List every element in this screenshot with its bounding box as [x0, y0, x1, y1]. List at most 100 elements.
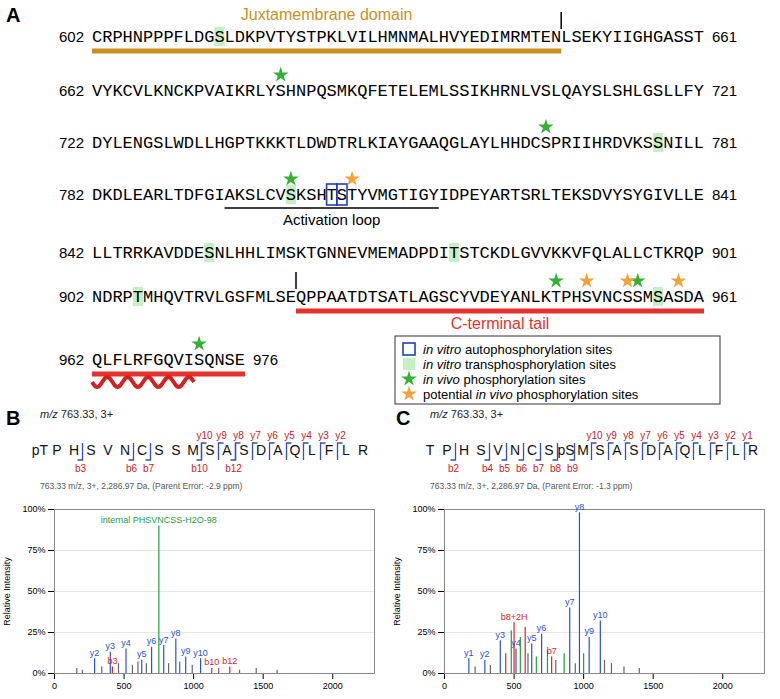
svg-text:pT: pT: [32, 442, 49, 458]
svg-text:Y: Y: [102, 82, 112, 101]
svg-text:Q: Q: [439, 134, 449, 153]
svg-text:T: T: [327, 186, 337, 205]
svg-text:F: F: [112, 351, 122, 370]
svg-text:y6: y6: [657, 430, 668, 441]
svg-text:F: F: [367, 82, 377, 101]
svg-text:C: C: [123, 82, 133, 101]
svg-text:R: R: [245, 82, 255, 101]
svg-text:L: L: [123, 186, 133, 205]
svg-text:N: N: [133, 134, 143, 153]
svg-text:S: S: [622, 186, 632, 205]
svg-text:N: N: [337, 244, 347, 263]
svg-text:E: E: [194, 244, 204, 263]
svg-text:y7: y7: [640, 430, 651, 441]
svg-text:S: S: [205, 442, 214, 458]
svg-text:D: D: [429, 244, 439, 263]
svg-text:S: S: [449, 82, 459, 101]
svg-text:0: 0: [442, 681, 447, 691]
svg-text:782: 782: [59, 186, 84, 203]
svg-text:N: N: [510, 82, 520, 101]
svg-text:E: E: [235, 351, 245, 370]
svg-text:R: R: [673, 244, 683, 263]
svg-text:S: S: [673, 28, 683, 47]
svg-text:976: 976: [253, 351, 278, 368]
svg-text:G: G: [143, 134, 153, 153]
svg-text:L: L: [551, 82, 561, 101]
svg-text:B: B: [6, 407, 20, 429]
svg-text:S: S: [544, 442, 553, 458]
svg-text:0: 0: [52, 681, 57, 691]
svg-text:L: L: [673, 186, 683, 205]
svg-text:S: S: [653, 82, 663, 101]
svg-text:I: I: [612, 28, 622, 47]
svg-text:y2: y2: [90, 648, 100, 658]
svg-text:N: N: [214, 351, 224, 370]
svg-text:A: A: [273, 442, 283, 458]
svg-text:Y: Y: [398, 134, 408, 153]
svg-text:D: D: [480, 288, 490, 307]
svg-text:661: 661: [712, 28, 737, 45]
svg-text:G: G: [653, 28, 663, 47]
svg-text:P: P: [52, 442, 61, 458]
svg-text:P: P: [306, 82, 316, 101]
svg-text:L: L: [663, 82, 673, 101]
svg-text:G: G: [225, 288, 235, 307]
svg-text:S: S: [582, 186, 592, 205]
svg-text:S: S: [541, 82, 551, 101]
svg-text:b7: b7: [533, 463, 545, 474]
svg-text:N: N: [133, 28, 143, 47]
svg-text:Y: Y: [602, 28, 612, 47]
svg-text:L: L: [622, 244, 632, 263]
svg-text:Y: Y: [459, 28, 469, 47]
svg-text:N: N: [602, 288, 612, 307]
svg-text:L: L: [439, 82, 449, 101]
svg-text:C: C: [531, 134, 541, 153]
svg-text:y1: y1: [464, 648, 474, 658]
svg-text:100%: 100%: [22, 504, 45, 514]
svg-text:C: C: [265, 186, 275, 205]
svg-text:I: I: [439, 244, 449, 263]
svg-text:C: C: [137, 442, 147, 458]
svg-text:potential in vivo phosphorylat: potential in vivo phosphorylation sites: [423, 387, 639, 402]
svg-text:C: C: [449, 288, 459, 307]
svg-text:S: S: [592, 82, 602, 101]
svg-text:S: S: [194, 351, 204, 370]
svg-text:S: S: [612, 82, 622, 101]
svg-text:y10: y10: [196, 430, 213, 441]
svg-text:842: 842: [59, 244, 84, 261]
svg-text:S: S: [296, 28, 306, 47]
svg-text:R: R: [531, 186, 541, 205]
svg-text:P: P: [235, 134, 245, 153]
svg-text:M: M: [378, 186, 388, 205]
svg-text:M: M: [337, 82, 347, 101]
svg-text:Q: Q: [357, 82, 367, 101]
svg-text:D: D: [306, 134, 316, 153]
svg-text:H: H: [123, 28, 133, 47]
svg-text:1500: 1500: [643, 681, 663, 691]
svg-text:R: R: [500, 186, 510, 205]
svg-text:S: S: [643, 134, 653, 153]
svg-text:H: H: [153, 288, 163, 307]
svg-text:P: P: [194, 82, 204, 101]
svg-text:T: T: [347, 186, 357, 205]
svg-text:L: L: [633, 82, 643, 101]
svg-text:b8: b8: [550, 463, 562, 474]
svg-text:H: H: [622, 82, 632, 101]
svg-text:T: T: [551, 186, 561, 205]
svg-text:50%: 50%: [27, 586, 45, 596]
svg-text:y8: y8: [171, 628, 181, 638]
svg-text:G: G: [225, 134, 235, 153]
svg-text:D: D: [327, 134, 337, 153]
svg-text:G: G: [204, 28, 214, 47]
svg-text:R: R: [133, 351, 143, 370]
svg-text:M: M: [276, 244, 286, 263]
svg-text:y7: y7: [159, 635, 169, 645]
svg-text:P: P: [153, 28, 163, 47]
svg-text:2000: 2000: [323, 681, 343, 691]
svg-text:N: N: [92, 288, 102, 307]
svg-text:1000: 1000: [574, 681, 594, 691]
svg-text:H: H: [490, 82, 500, 101]
svg-text:C-terminal tail: C-terminal tail: [451, 315, 550, 332]
svg-text:R: R: [102, 28, 112, 47]
svg-text:b10: b10: [191, 463, 208, 474]
